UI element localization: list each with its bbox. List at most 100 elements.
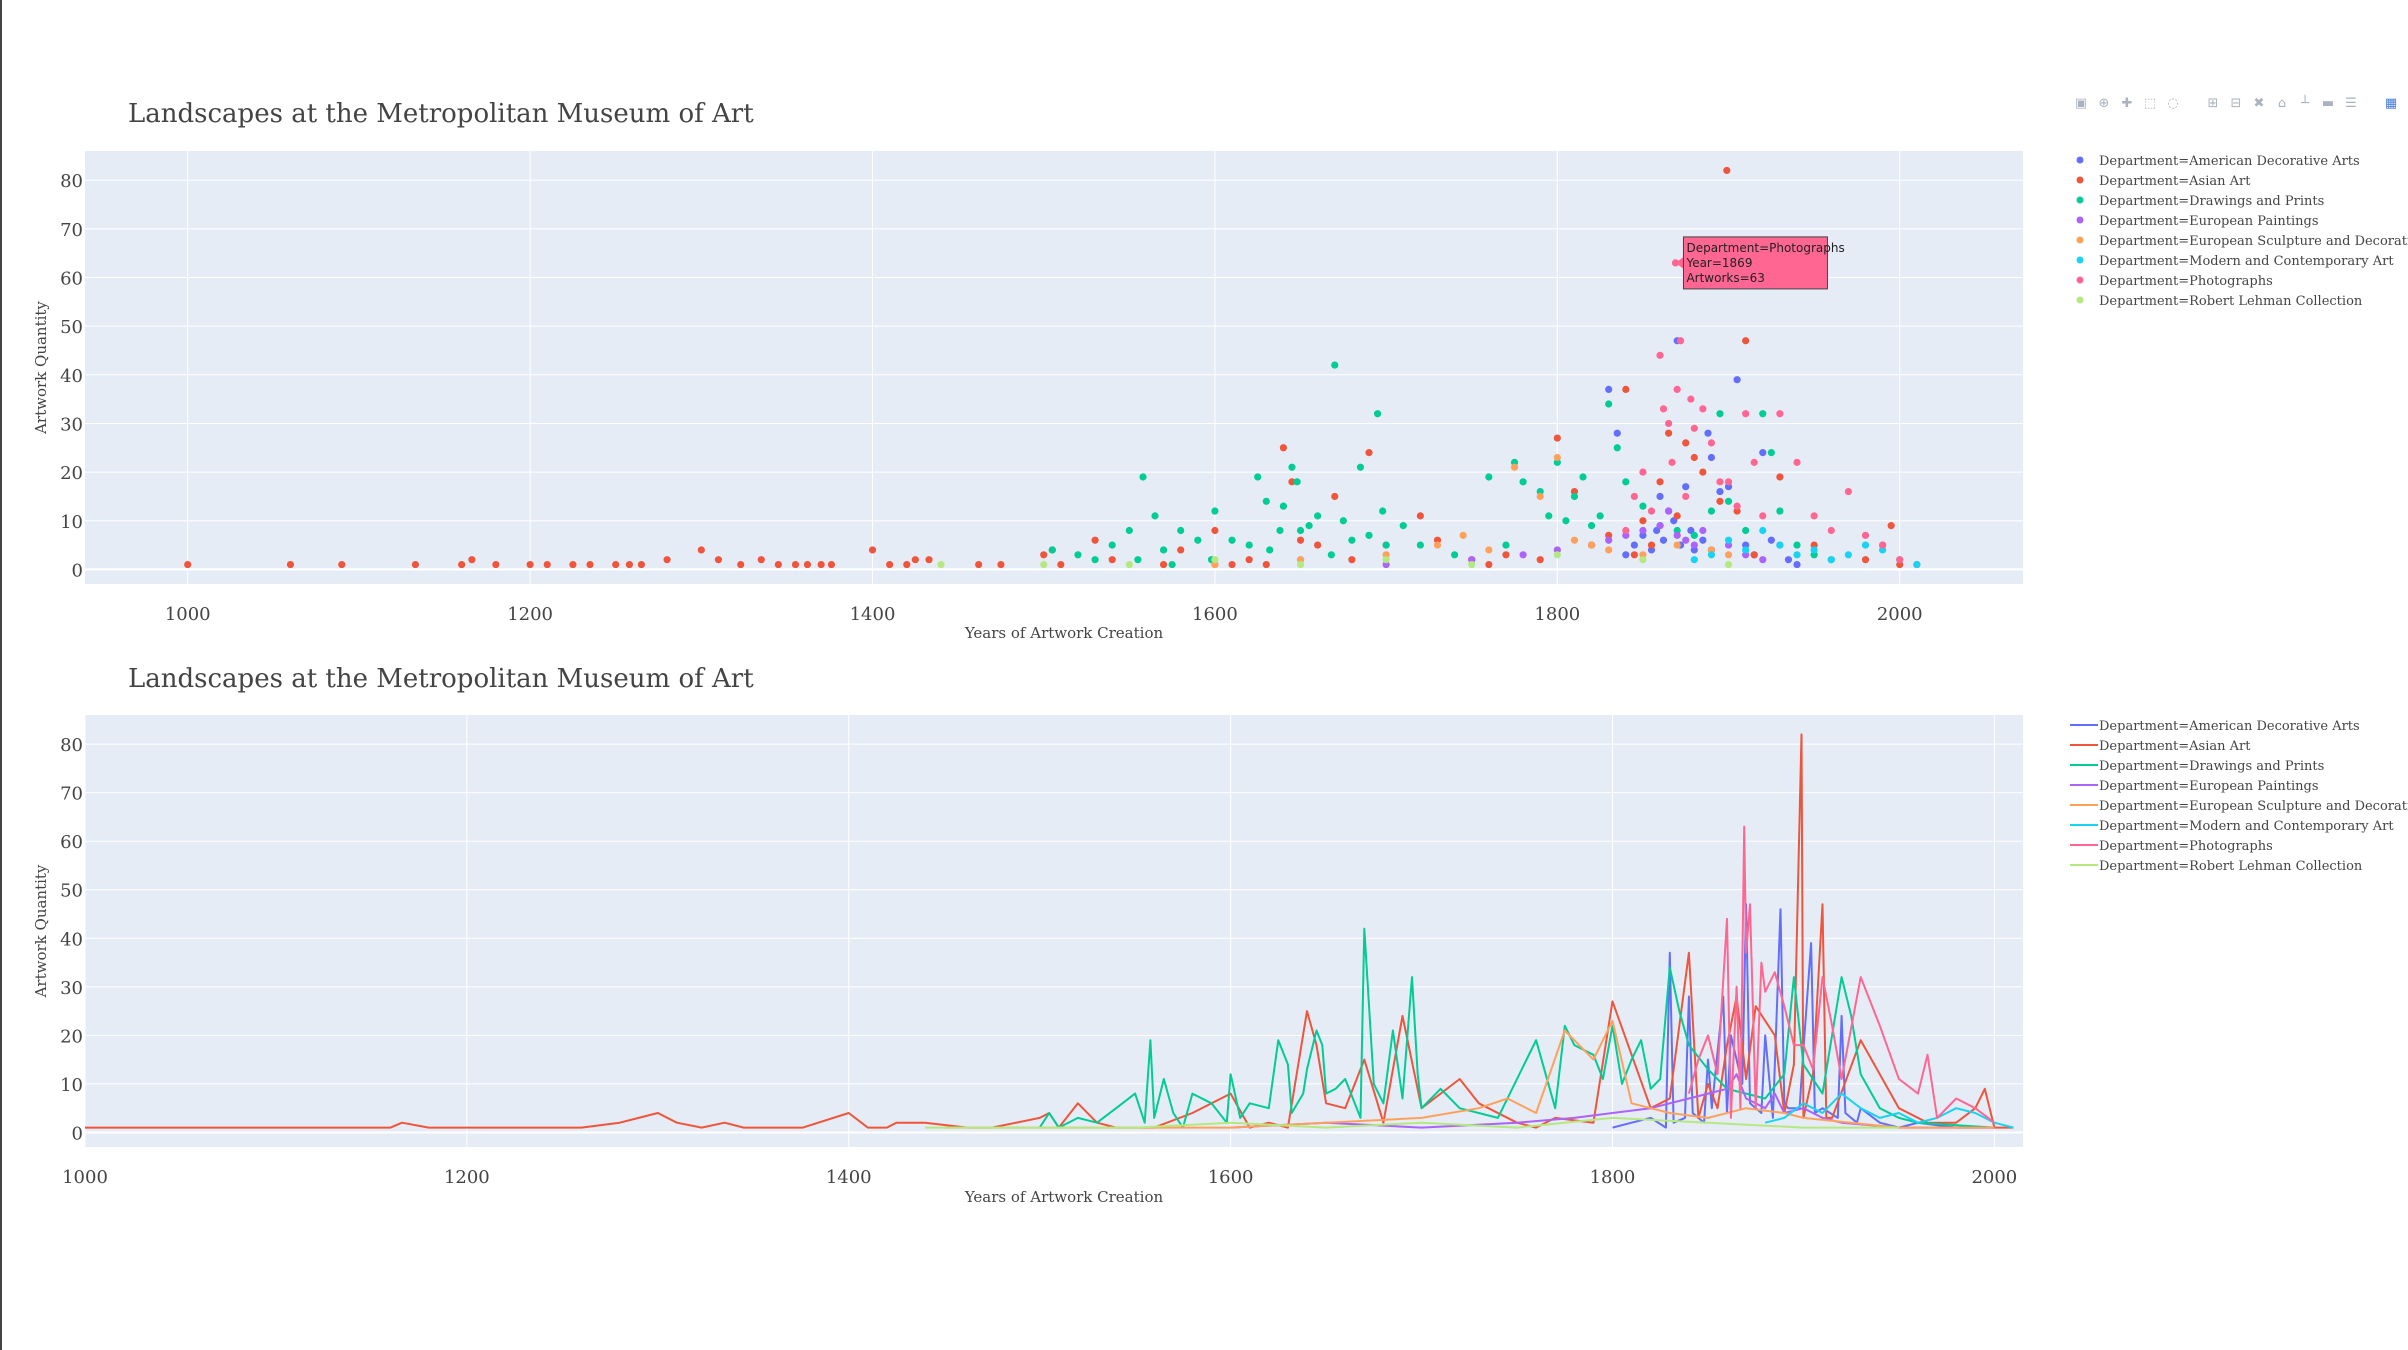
data-point[interactable] [1177, 546, 1185, 554]
data-point[interactable] [1690, 424, 1698, 432]
data-point[interactable] [1151, 512, 1159, 520]
data-point[interactable] [1211, 556, 1219, 564]
camera-icon[interactable]: ▣ [2074, 95, 2088, 111]
data-point[interactable] [1630, 551, 1638, 559]
data-point[interactable] [1502, 551, 1510, 559]
data-point[interactable] [1502, 541, 1510, 549]
data-point[interactable] [1810, 546, 1818, 554]
data-point[interactable] [827, 560, 836, 569]
data-point[interactable] [1659, 405, 1668, 413]
data-point[interactable] [1913, 560, 1921, 569]
data-point[interactable] [1724, 536, 1733, 544]
data-point[interactable] [1639, 526, 1647, 535]
data-point[interactable] [757, 556, 765, 564]
series-line[interactable] [1687, 825, 1996, 1124]
data-point[interactable] [1656, 522, 1664, 530]
data-point[interactable] [1733, 376, 1741, 384]
data-point[interactable] [1288, 478, 1296, 486]
data-point[interactable] [903, 560, 911, 569]
data-point[interactable] [1416, 512, 1424, 520]
data-point[interactable] [1570, 536, 1579, 544]
data-point[interactable] [1485, 546, 1493, 554]
legend-item[interactable]: Department=American Decorative Arts [2076, 154, 2360, 169]
data-point[interactable] [1699, 526, 1707, 535]
data-point[interactable] [1536, 492, 1544, 501]
plotly-logo-icon[interactable]: ▦ [2384, 95, 2398, 111]
data-point[interactable] [1793, 551, 1801, 559]
data-point[interactable] [1040, 551, 1048, 559]
data-point[interactable] [1451, 551, 1459, 559]
data-point[interactable] [1194, 536, 1202, 544]
data-point[interactable] [1793, 560, 1801, 569]
data-point[interactable] [1365, 449, 1373, 457]
data-point[interactable] [803, 560, 812, 569]
data-point[interactable] [338, 560, 346, 569]
series-line[interactable] [1612, 903, 1995, 1129]
box-select-icon[interactable]: ⬚ [2143, 95, 2157, 111]
data-point[interactable] [1545, 512, 1553, 520]
data-point[interactable] [1168, 560, 1176, 569]
data-point[interactable] [1262, 497, 1270, 505]
data-point[interactable] [1767, 449, 1775, 457]
data-point[interactable] [1827, 526, 1835, 535]
data-point[interactable] [1759, 556, 1767, 564]
data-point[interactable] [569, 560, 577, 569]
data-point[interactable] [1622, 526, 1630, 535]
data-point[interactable] [1861, 531, 1870, 539]
data-point[interactable] [1622, 551, 1630, 559]
data-point[interactable] [1682, 439, 1690, 447]
data-point[interactable] [1723, 166, 1731, 175]
data-point[interactable] [468, 556, 476, 564]
data-point[interactable] [1630, 541, 1638, 549]
data-point[interactable] [1673, 531, 1681, 539]
data-point[interactable] [1742, 546, 1750, 554]
data-point[interactable] [1314, 541, 1322, 549]
data-point[interactable] [1742, 410, 1750, 418]
data-point[interactable] [1048, 546, 1056, 554]
legend-item[interactable]: Department=Photographs [2076, 274, 2273, 289]
data-point[interactable] [1108, 541, 1116, 549]
data-point[interactable] [1266, 546, 1274, 554]
data-point[interactable] [1622, 478, 1630, 486]
data-point[interactable] [925, 556, 933, 564]
data-point[interactable] [1682, 483, 1690, 491]
data-point[interactable] [1673, 541, 1681, 549]
data-point[interactable] [1793, 541, 1801, 549]
data-point[interactable] [1742, 526, 1750, 535]
data-point[interactable] [1699, 536, 1707, 544]
data-point[interactable] [1690, 556, 1698, 564]
data-point[interactable] [1647, 507, 1656, 515]
legend-item[interactable]: Department=Drawings and Prints [2070, 759, 2324, 774]
data-point[interactable] [1373, 410, 1382, 418]
data-point[interactable] [1656, 478, 1664, 486]
data-point[interactable] [1485, 560, 1493, 569]
data-point[interactable] [1887, 522, 1895, 530]
legend-item[interactable]: Department=European Paintings [2076, 214, 2319, 229]
zoom-icon[interactable]: ⊕ [2098, 95, 2110, 111]
data-point[interactable] [1665, 429, 1673, 437]
data-point[interactable] [1724, 478, 1733, 486]
series-line[interactable] [1764, 1092, 2014, 1129]
data-point[interactable] [1639, 468, 1647, 476]
data-point[interactable] [1553, 434, 1561, 442]
zoom-out-icon[interactable]: ⊟ [2230, 95, 2242, 111]
data-point[interactable] [1687, 395, 1695, 403]
data-point[interactable] [1704, 429, 1712, 437]
data-point[interactable] [1587, 541, 1596, 549]
data-point[interactable] [637, 560, 646, 569]
legend-item[interactable]: Department=Photographs [2070, 839, 2273, 854]
data-point[interactable] [1690, 541, 1698, 549]
data-point[interactable] [1844, 551, 1852, 559]
data-point[interactable] [1596, 512, 1604, 520]
data-point[interactable] [1724, 497, 1733, 505]
data-point[interactable] [1262, 560, 1270, 569]
data-point[interactable] [1139, 473, 1147, 481]
data-point[interactable] [1510, 463, 1519, 471]
data-point[interactable] [1399, 522, 1407, 530]
data-point[interactable] [1699, 405, 1707, 413]
data-point[interactable] [411, 560, 420, 569]
data-point[interactable] [1134, 556, 1142, 564]
data-point[interactable] [1639, 517, 1647, 525]
data-point[interactable] [697, 546, 705, 554]
data-point[interactable] [543, 560, 551, 569]
